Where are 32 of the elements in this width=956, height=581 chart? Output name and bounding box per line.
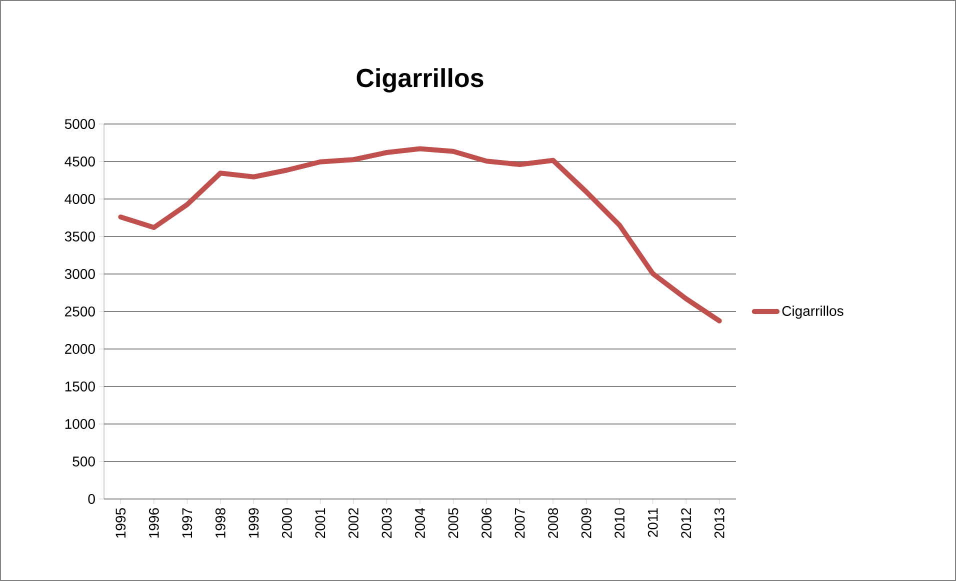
y-tick-label: 5000	[64, 119, 95, 129]
x-tick-label: 2009	[581, 508, 592, 538]
x-tick-label: 2001	[315, 508, 326, 538]
y-tick-label: 500	[72, 456, 95, 466]
x-tick-label: 2006	[482, 508, 492, 538]
x-tick-label: 2012	[681, 508, 692, 538]
y-tick-label: 0	[88, 494, 95, 504]
x-tick-label: 2013	[714, 508, 724, 538]
y-tick-label: 1500	[65, 382, 95, 392]
x-tick-label: 1996	[148, 508, 159, 538]
y-tick-label: 4000	[64, 194, 95, 204]
y-tick-label: 2000	[65, 344, 95, 354]
x-tick-label: 2002	[348, 508, 358, 538]
x-tick-label: 2010	[614, 508, 625, 538]
x-tick-label: 2003	[382, 508, 392, 538]
y-tick-label: 1000	[65, 419, 95, 429]
x-tick-label: 1999	[248, 508, 259, 538]
legend-label: Cigarrillos	[782, 306, 844, 319]
x-tick-label: 2008	[548, 508, 558, 538]
y-tick-label: 4500	[64, 156, 95, 166]
x-tick-label: 2007	[514, 508, 525, 538]
x-tick-label: 1995	[116, 508, 126, 538]
y-tick-label: 3000	[64, 269, 95, 279]
chart-title: Cigarrillos	[356, 68, 484, 92]
x-tick-label: 1998	[215, 508, 226, 538]
x-tick-label: 2004	[415, 508, 425, 538]
y-tick-label: 3500	[64, 232, 95, 242]
x-tick-label: 2005	[448, 508, 458, 538]
y-tick-label: 2500	[65, 306, 95, 316]
x-tick-label: 1997	[182, 508, 192, 538]
x-tick-label: 2000	[282, 508, 292, 538]
x-tick-label: 2011	[648, 508, 658, 537]
